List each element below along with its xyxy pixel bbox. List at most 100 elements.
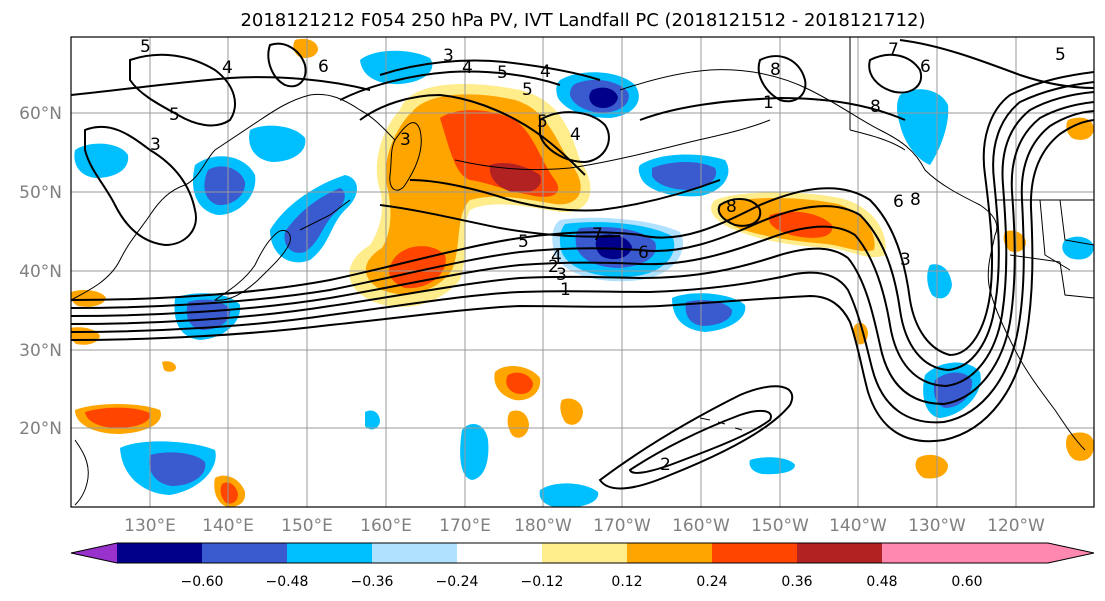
map-frame: [70, 36, 1095, 508]
colorbar-tick-label: 0.48: [866, 574, 897, 590]
contour-label: 8: [770, 60, 781, 80]
contour-label: 3: [400, 130, 411, 150]
contour-label: 8: [870, 97, 881, 117]
pv-contour: [717, 198, 762, 227]
positive-anomaly-core: [506, 372, 533, 394]
negative-anomaly-max: [589, 87, 618, 108]
negative-anomaly-region: [1062, 236, 1094, 260]
pv-contour: [868, 53, 923, 94]
positive-anomaly-region: [915, 454, 948, 479]
positive-anomaly-core: [220, 482, 238, 504]
positive-anomaly-region: [1066, 117, 1094, 140]
negative-anomaly-core: [652, 162, 717, 190]
contour-label: 5: [522, 80, 533, 100]
pv-contour: [71, 110, 1094, 424]
lon-label: 140°W: [829, 516, 887, 536]
contour-labels: 5 4 6 3 5 3 4 5 5 4 3 5 4 8 7 1 8 6 5 8: [140, 37, 1066, 475]
contour-label: 4: [540, 62, 551, 82]
philippines-coastline: [74, 439, 89, 506]
contour-label: 2: [660, 455, 671, 475]
contour-label: 1: [560, 280, 571, 300]
contour-label: 4: [551, 247, 562, 267]
positive-anomaly-core: [85, 407, 151, 428]
contour-label: 4: [570, 125, 581, 145]
pv-contour: [757, 55, 807, 103]
positive-anomaly-core: [388, 110, 559, 289]
contour-label: 6: [920, 57, 931, 77]
canada-border: [849, 37, 906, 151]
contour-label: 3: [900, 250, 911, 270]
negative-anomaly-region: [749, 457, 795, 475]
pv-contour: [359, 93, 586, 176]
japan-coastline: [213, 229, 291, 301]
alaska-coastline: [619, 69, 998, 236]
colorbar-bin: [202, 543, 287, 563]
positive-anomaly-core: [768, 211, 833, 238]
contour-label: 7: [592, 225, 603, 245]
contour-label: 3: [150, 135, 161, 155]
pv-contour: [339, 70, 561, 101]
colorbar-tick-label: 0.24: [696, 574, 727, 590]
negative-anomaly-core: [204, 166, 246, 206]
positive-anomaly-region: [162, 361, 176, 372]
longitude-labels: 130°E 140°E 150°E 160°E 170°E 180°W 170°…: [124, 516, 1045, 536]
pv-contour: [71, 81, 1094, 372]
negative-anomaly-region: [365, 410, 380, 430]
contour-label: 4: [222, 58, 233, 78]
negative-anomaly-core: [149, 452, 206, 486]
pv-contour: [539, 111, 610, 164]
lon-label: 120°W: [987, 516, 1045, 536]
negative-anomaly-region: [249, 125, 306, 162]
pv-contour: [639, 96, 906, 121]
colorbar-bin: [797, 543, 882, 563]
lon-label: 170°W: [593, 516, 651, 536]
pv-contour: [129, 53, 236, 127]
lat-label-30n: 30°N: [19, 341, 62, 361]
pv-contour: [71, 119, 1094, 443]
colorbar-tick-labels: −0.60 −0.48 −0.36 −0.24 −0.12 0.12 0.24 …: [181, 574, 983, 590]
colorbar-tick-label: 0.60: [951, 574, 982, 590]
kuril-islands: [299, 199, 351, 231]
pv-contour: [598, 385, 793, 490]
positive-anomaly-region: [507, 410, 529, 438]
pv-contour: [71, 76, 371, 96]
negative-anomaly-max: [595, 234, 632, 260]
colorbar-tick-label: −0.60: [181, 574, 224, 590]
north-america-west-coast: [987, 234, 1086, 451]
contour-label: 3: [443, 46, 454, 66]
positive-anomaly-region: [1066, 432, 1094, 461]
pv-contour: [628, 409, 772, 474]
negative-anomaly-region: [460, 424, 489, 480]
colorbar-tick-label: 0.12: [611, 574, 642, 590]
positive-anomaly-region: [560, 398, 583, 425]
contour-label: 5: [497, 63, 508, 83]
negative-anomaly-region: [897, 89, 949, 165]
asia-coastline: [71, 93, 396, 301]
lat-label-40n: 40°N: [19, 262, 62, 282]
lon-label: 130°E: [124, 516, 176, 536]
negative-anomaly-region: [539, 483, 599, 507]
lon-label: 160°W: [672, 516, 730, 536]
pv-contour: [71, 101, 1094, 406]
contour-label: 8: [726, 197, 737, 217]
colorbar-extend-low: [71, 543, 117, 563]
colorbar-bin: [627, 543, 712, 563]
pv-contour: [84, 125, 197, 247]
pv-contour: [379, 204, 621, 238]
contour-label: 6: [318, 57, 329, 77]
colorbar-tick-label: 0.36: [781, 574, 812, 590]
contour-label: 7: [888, 40, 899, 60]
pv-contour: [409, 179, 721, 212]
pv-contours: [71, 39, 1094, 490]
colorbar-bin: [287, 543, 372, 563]
colorbar-bin: [712, 543, 797, 563]
contour-label: 3: [556, 265, 567, 285]
map-panel: 5 4 6 3 5 3 4 5 5 4 3 5 4 8 7 1 8 6 5 8: [70, 36, 1095, 508]
colorbar-bin: [882, 543, 967, 563]
colorbar-extend-high: [967, 543, 1094, 563]
contour-label: 5: [140, 37, 151, 57]
positive-anomaly-max: [489, 163, 541, 193]
lon-label: 160°E: [360, 516, 412, 536]
pv-contour: [899, 39, 1094, 89]
